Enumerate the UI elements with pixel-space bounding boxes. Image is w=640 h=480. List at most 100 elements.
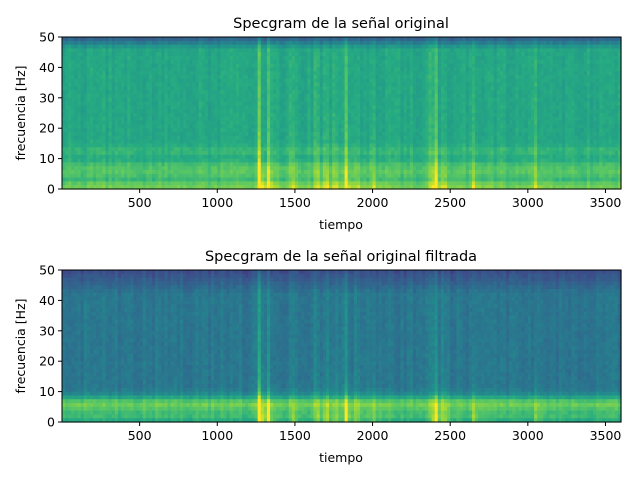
heatmap-cell: [189, 181, 194, 186]
heatmap-cell: [192, 139, 197, 144]
heatmap-cell: [220, 135, 225, 141]
heatmap-cell: [180, 63, 184, 68]
heatmap-cell: [145, 154, 150, 160]
heatmap-cell: [114, 86, 119, 91]
heatmap-cell: [65, 170, 69, 175]
heatmap-cell: [161, 173, 166, 179]
heatmap-cell: [170, 120, 175, 125]
heatmap-cell: [170, 90, 175, 95]
heatmap-cell: [68, 59, 72, 65]
heatmap-cell: [111, 185, 116, 190]
heatmap-cell: [83, 128, 88, 133]
heatmap-cell: [198, 124, 203, 129]
heatmap-cell: [239, 90, 243, 95]
heatmap-cell: [89, 82, 94, 87]
heatmap-cell: [186, 113, 190, 118]
heatmap-cell: [127, 63, 131, 68]
heatmap-cell: [173, 37, 178, 42]
heatmap-cell: [167, 48, 172, 53]
heatmap-cell: [161, 52, 166, 57]
spectrogram-heatmap: [62, 37, 622, 190]
heatmap-cell: [192, 71, 197, 76]
heatmap-cell: [195, 94, 200, 99]
heatmap-cell: [220, 48, 225, 53]
heatmap-cell: [152, 82, 156, 87]
heatmap-cell: [232, 56, 237, 61]
heatmap-cell: [89, 48, 94, 53]
heatmap-cell: [139, 37, 144, 42]
heatmap-cell: [226, 113, 231, 118]
heatmap-cell: [127, 48, 131, 53]
heatmap-cell: [111, 97, 116, 103]
heatmap-cell: [111, 132, 116, 137]
heatmap-cell: [148, 158, 153, 163]
heatmap-cell: [235, 82, 240, 87]
heatmap-cell: [176, 105, 181, 110]
heatmap-cell: [232, 132, 237, 137]
heatmap-cell: [136, 128, 141, 133]
heatmap-cell: [170, 158, 175, 163]
heatmap-cell: [80, 181, 85, 186]
heatmap-cell: [164, 181, 169, 186]
heatmap-cell: [102, 135, 107, 141]
heatmap-cell: [220, 143, 225, 148]
heatmap-cell: [192, 124, 197, 129]
heatmap-cell: [99, 181, 103, 186]
heatmap-cell: [226, 59, 231, 65]
heatmap-cell: [145, 56, 150, 61]
heatmap-cell: [186, 173, 190, 179]
heatmap-cell: [133, 162, 138, 167]
heatmap-cell: [86, 158, 91, 163]
heatmap-cell: [102, 128, 107, 133]
heatmap-cell: [158, 94, 162, 99]
heatmap-cell: [148, 147, 153, 152]
heatmap-cell: [176, 52, 181, 57]
heatmap-cell: [189, 151, 194, 156]
heatmap-cell: [96, 128, 100, 133]
heatmap-cell: [239, 132, 243, 137]
heatmap-cell: [114, 40, 119, 46]
heatmap-cell: [183, 67, 187, 72]
heatmap-cell: [192, 48, 197, 53]
heatmap-cell: [142, 116, 147, 122]
heatmap-cell: [145, 181, 150, 186]
heatmap-cell: [164, 147, 169, 152]
heatmap-cell: [86, 170, 91, 175]
heatmap-cell: [220, 37, 225, 42]
heatmap-cell: [105, 124, 110, 129]
heatmap-cell: [139, 48, 144, 53]
heatmap-cell: [89, 101, 94, 106]
heatmap-cell: [89, 158, 94, 163]
heatmap-cell: [124, 113, 128, 118]
heatmap-cell: [71, 185, 76, 190]
heatmap-cell: [62, 97, 66, 103]
heatmap-cell: [99, 170, 103, 175]
heatmap-cell: [93, 86, 97, 91]
heatmap-cell: [77, 56, 82, 61]
heatmap-cell: [220, 109, 225, 114]
heatmap-cell: [145, 86, 150, 91]
heatmap-cell: [136, 59, 141, 65]
heatmap-cell: [86, 105, 91, 110]
heatmap-cell: [136, 90, 141, 95]
heatmap-cell: [148, 154, 153, 160]
heatmap-cell: [148, 75, 153, 80]
heatmap-cell: [68, 181, 72, 186]
heatmap-cell: [74, 71, 79, 76]
heatmap-cell: [155, 86, 159, 91]
heatmap-cell: [189, 75, 194, 80]
heatmap-cell: [214, 94, 218, 99]
heatmap-cell: [186, 86, 190, 91]
heatmap-cell: [145, 185, 150, 190]
heatmap-cell: [68, 166, 72, 171]
heatmap-cell: [173, 52, 178, 57]
heatmap-cell: [89, 86, 94, 91]
heatmap-cell: [195, 151, 200, 156]
heatmap-cell: [83, 143, 88, 148]
heatmap-cell: [71, 116, 76, 122]
heatmap-cell: [164, 56, 169, 61]
heatmap-cell: [74, 147, 79, 152]
heatmap-cell: [192, 132, 197, 137]
heatmap-cell: [136, 177, 141, 182]
heatmap-cell: [133, 185, 138, 190]
